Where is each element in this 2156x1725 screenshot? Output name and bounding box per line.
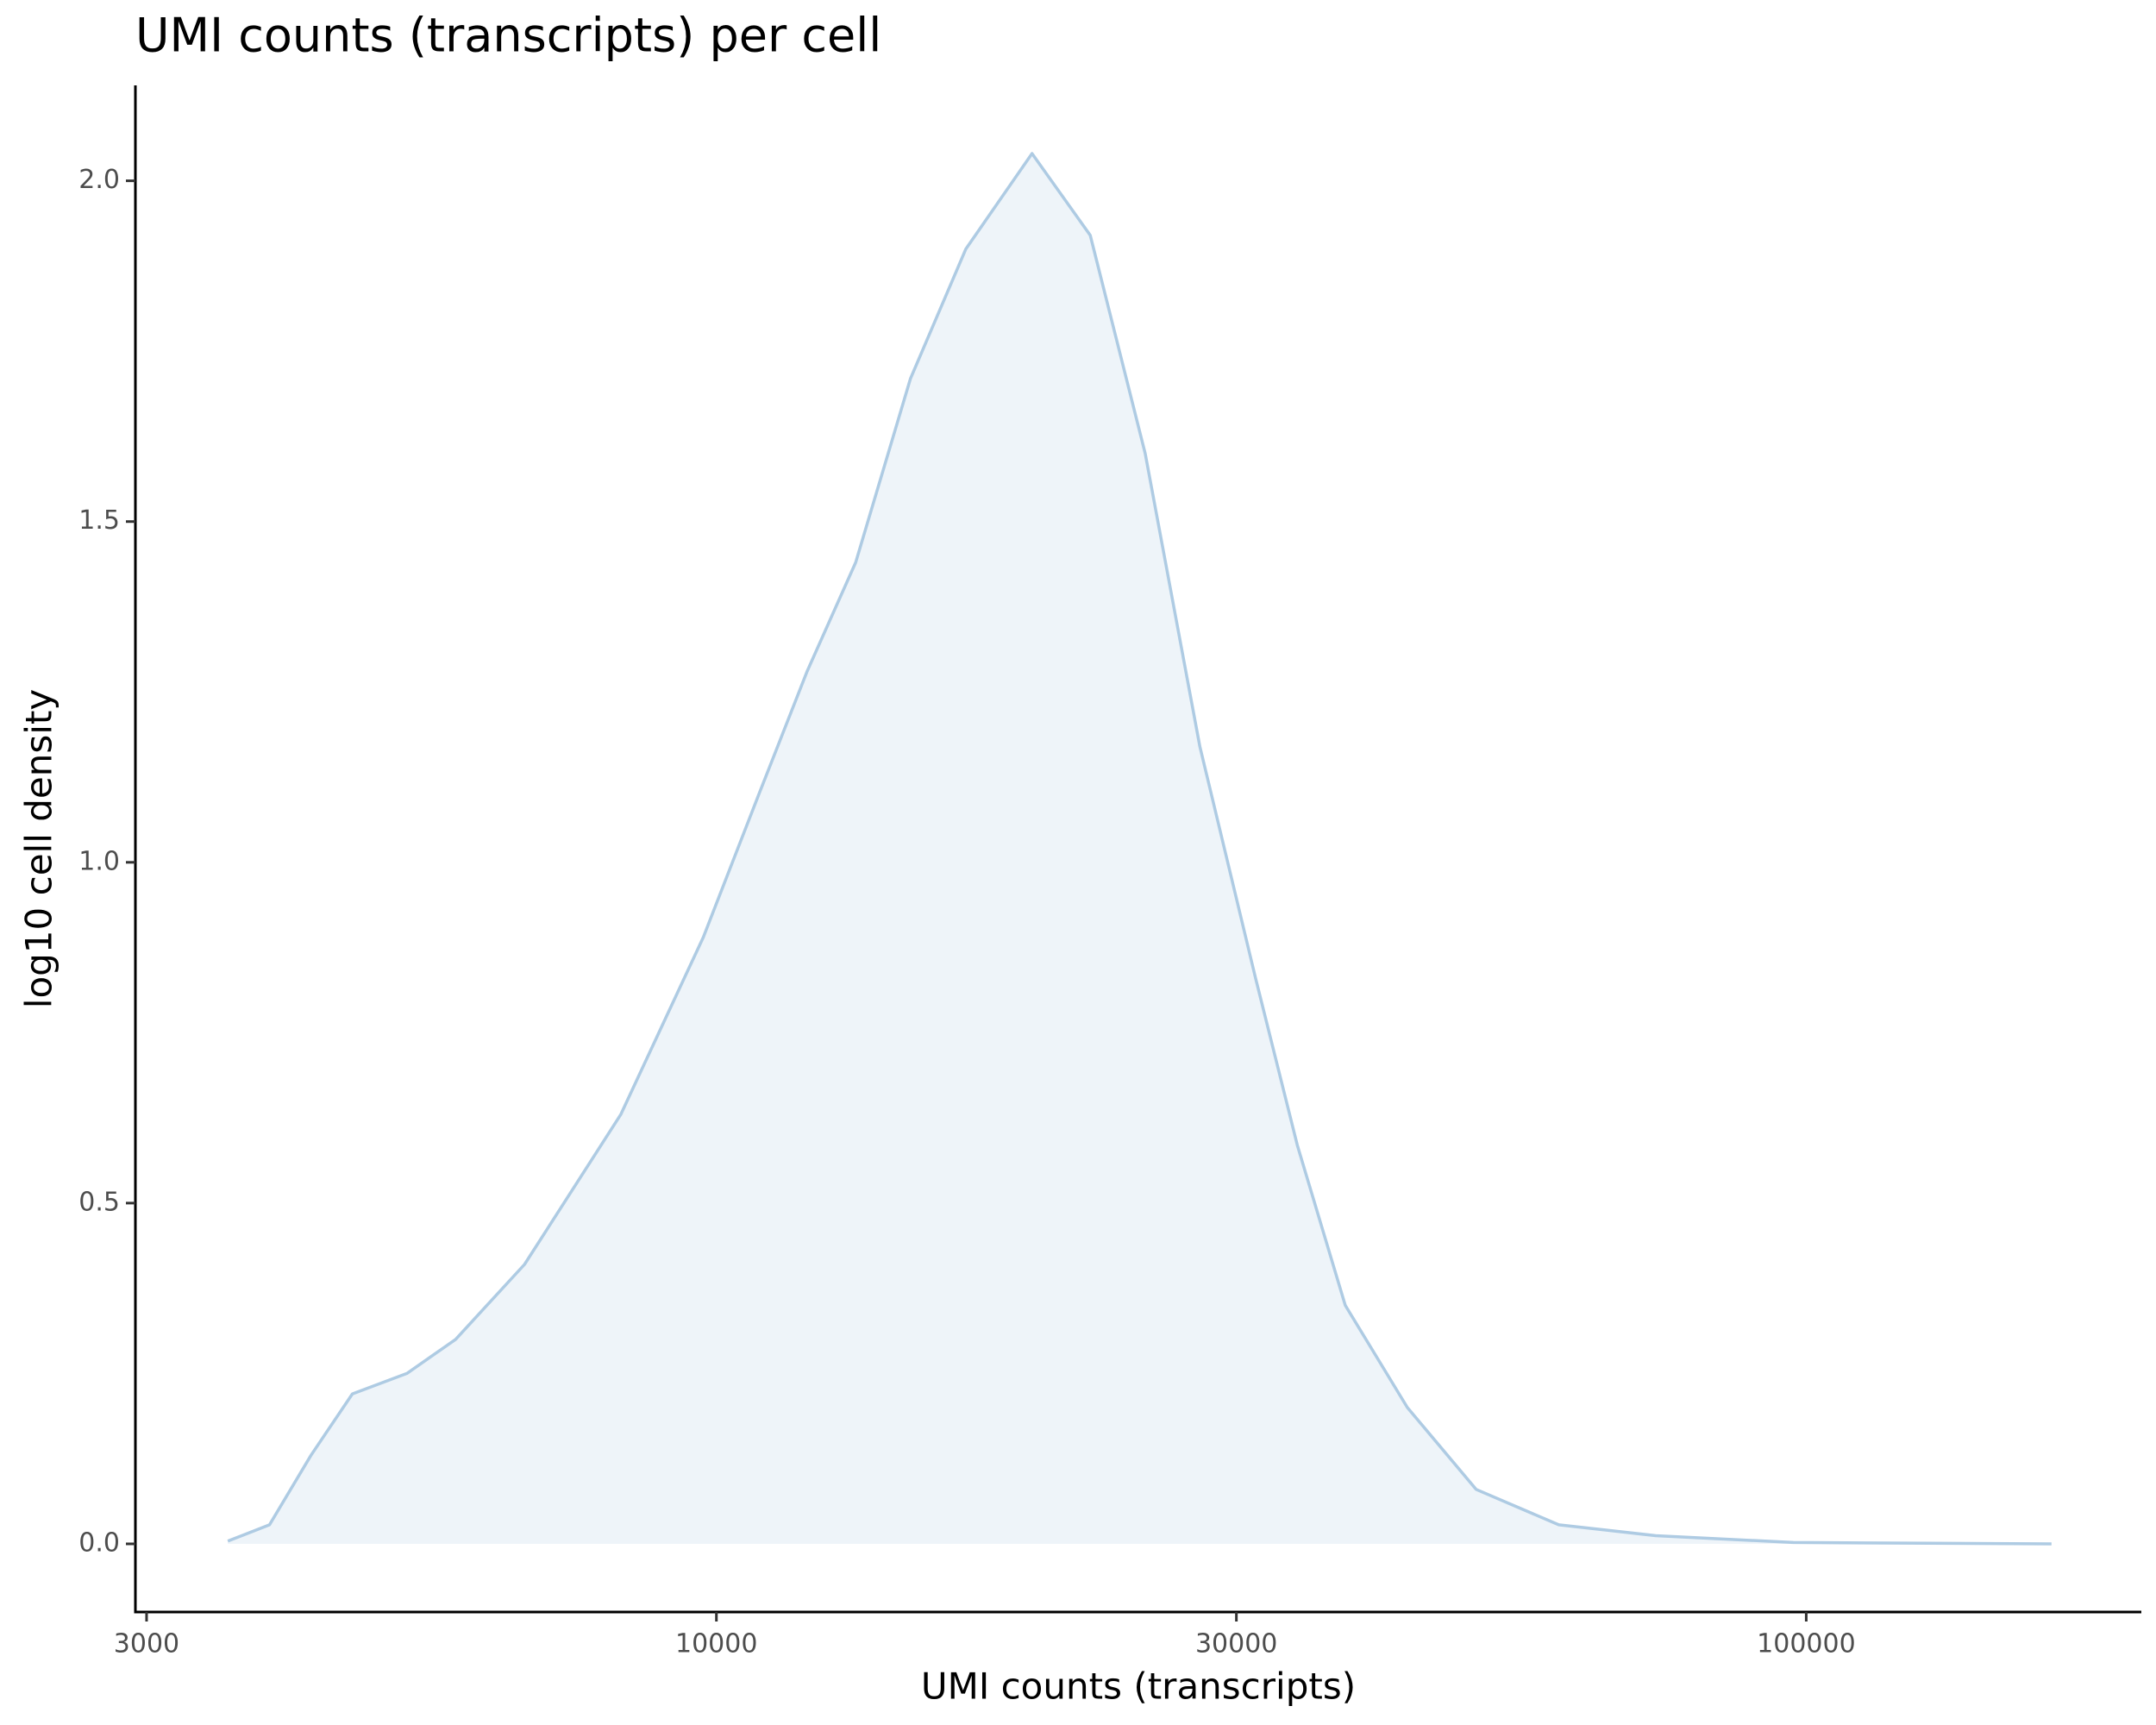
y-tick-label: 1.5 [78,505,120,536]
y-tick-label: 2.0 [78,165,120,195]
y-tick-label: 1.0 [78,846,120,876]
y-tick-label: 0.0 [78,1527,120,1558]
density-line [227,152,2052,1546]
chart-title: UMI counts (transcripts) per cell [135,9,881,63]
y-tick-label: 0.5 [78,1187,120,1217]
x-tick-label: 3000 [114,1629,179,1659]
x-tick-label: 100000 [1757,1629,1856,1659]
x-tick-label: 30000 [1195,1629,1277,1659]
density-area [228,154,2052,1544]
x-axis-title: UMI counts (transcripts) [921,1665,1356,1708]
x-tick-label: 10000 [675,1629,757,1659]
y-axis-title: log10 cell density [18,689,60,1008]
